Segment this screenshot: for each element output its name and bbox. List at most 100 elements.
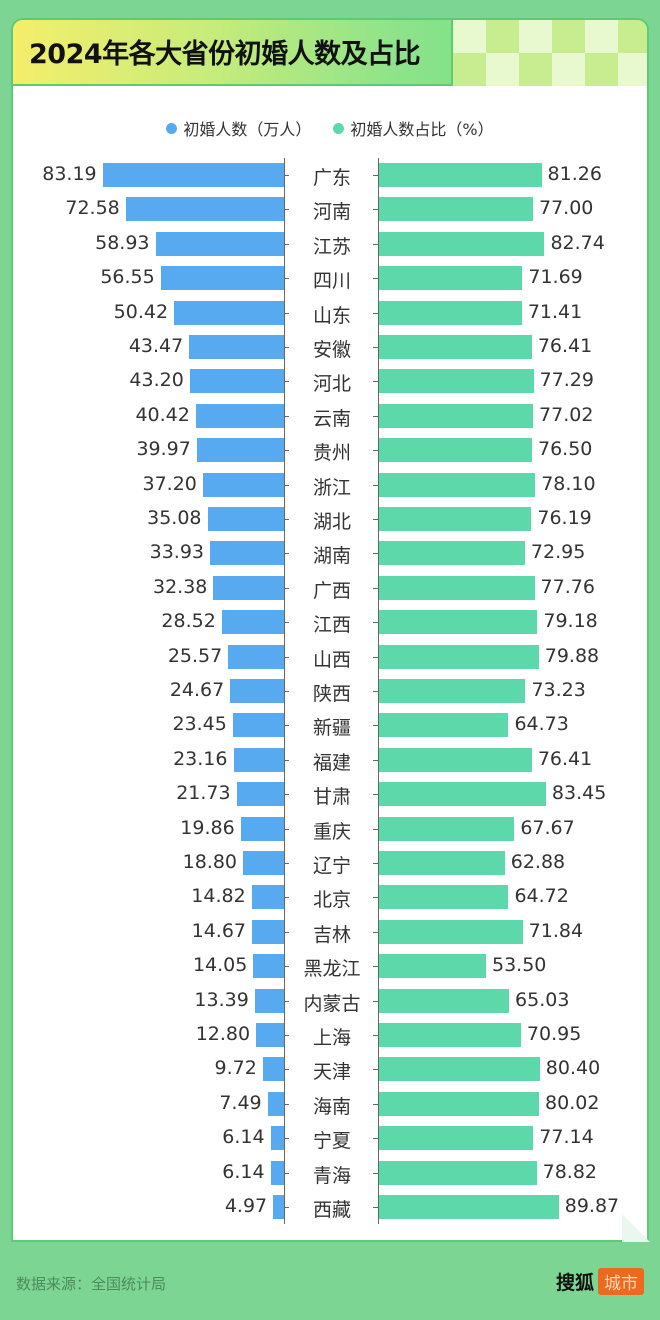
axis-tick bbox=[373, 415, 378, 417]
ratio-bar bbox=[379, 610, 538, 635]
legend-label: 初婚人数占比（%） bbox=[350, 120, 494, 139]
ratio-label: 76.41 bbox=[537, 747, 593, 770]
axis-tick bbox=[373, 691, 378, 692]
axis-tick bbox=[284, 381, 289, 383]
legend-item-ratio: 初婚人数占比（%） bbox=[333, 116, 494, 140]
count-bar bbox=[207, 507, 284, 531]
ratio-label: 78.82 bbox=[542, 1160, 598, 1183]
count-label: 72.58 bbox=[65, 197, 120, 220]
axis-tick bbox=[373, 828, 378, 830]
ratio-label: 78.10 bbox=[541, 472, 596, 495]
province-label: 山西 bbox=[312, 648, 351, 671]
ratio-bar bbox=[379, 988, 510, 1013]
count-bar bbox=[253, 954, 284, 979]
ratio-label: 77.29 bbox=[539, 369, 594, 392]
count-bar bbox=[195, 403, 284, 428]
ratio-bar bbox=[379, 1091, 540, 1116]
count-bar bbox=[251, 885, 284, 910]
ratio-bar bbox=[379, 575, 535, 600]
ratio-label: 77.76 bbox=[540, 575, 595, 598]
axis-tick bbox=[373, 759, 378, 761]
count-label: 39.97 bbox=[136, 438, 191, 461]
axis-tick bbox=[284, 931, 289, 933]
ratio-label: 83.45 bbox=[551, 782, 607, 805]
table-row: 23.16 福建 76.41 bbox=[13, 743, 647, 777]
count-label: 43.47 bbox=[128, 335, 184, 357]
count-label: 40.42 bbox=[135, 403, 190, 426]
count-label: 9.72 bbox=[214, 1057, 257, 1080]
table-row: 19.86 重庆 67.67 bbox=[13, 812, 647, 846]
axis-tick bbox=[373, 1035, 378, 1036]
count-bar bbox=[196, 438, 284, 463]
province-label: 甘肃 bbox=[312, 786, 351, 809]
axis-tick bbox=[284, 347, 289, 348]
axis-tick bbox=[373, 381, 378, 383]
axis-tick bbox=[284, 966, 289, 968]
province-label: 内蒙古 bbox=[303, 992, 361, 1015]
count-bar bbox=[270, 1126, 284, 1151]
table-row: 43.47 安徽 76.41 bbox=[13, 330, 647, 364]
ratio-bar bbox=[379, 335, 532, 359]
legend-item-count: 初婚人数（万人） bbox=[166, 116, 311, 140]
table-row: 25.57 山西 79.88 bbox=[13, 640, 647, 674]
table-row: 40.42 云南 77.02 bbox=[13, 399, 647, 433]
count-bar bbox=[252, 919, 284, 944]
count-bar bbox=[240, 816, 284, 841]
ratio-label: 79.18 bbox=[543, 610, 598, 633]
axis-tick bbox=[373, 622, 378, 624]
province-label: 河北 bbox=[312, 373, 351, 396]
axis-tick bbox=[284, 759, 289, 761]
count-bar bbox=[213, 575, 284, 600]
count-label: 58.93 bbox=[95, 231, 150, 254]
ratio-label: 80.40 bbox=[545, 1057, 601, 1080]
ratio-label: 81.26 bbox=[547, 163, 602, 185]
logo-badge: 城市 bbox=[598, 1268, 644, 1295]
ratio-bar bbox=[379, 954, 486, 979]
count-label: 33.93 bbox=[149, 541, 205, 564]
count-bar bbox=[125, 197, 284, 222]
axis-tick bbox=[284, 278, 289, 280]
ratio-bar bbox=[379, 782, 546, 807]
axis-tick bbox=[284, 553, 289, 555]
ratio-bar bbox=[379, 816, 515, 841]
axis-tick bbox=[373, 278, 378, 280]
count-label: 56.55 bbox=[100, 266, 155, 289]
ratio-label: 82.74 bbox=[550, 231, 605, 254]
province-label: 广东 bbox=[312, 167, 351, 189]
province-label: 新疆 bbox=[312, 717, 351, 740]
axis-tick bbox=[373, 1103, 378, 1105]
count-bar bbox=[256, 1023, 284, 1047]
axis-tick bbox=[284, 1103, 289, 1105]
count-label: 21.73 bbox=[176, 782, 231, 805]
axis-tick bbox=[373, 175, 378, 176]
count-bar bbox=[174, 300, 284, 325]
title-banner: 2024年各大省份初婚人数及占比 bbox=[13, 20, 647, 86]
count-bar bbox=[155, 231, 284, 256]
count-label: 6.14 bbox=[222, 1160, 265, 1183]
count-bar bbox=[273, 1195, 284, 1219]
ratio-label: 72.95 bbox=[530, 541, 586, 564]
ratio-label: 70.95 bbox=[526, 1023, 582, 1045]
ratio-bar bbox=[379, 679, 526, 703]
count-label: 14.82 bbox=[191, 885, 246, 908]
ratio-label: 71.69 bbox=[528, 266, 583, 289]
count-label: 24.67 bbox=[169, 679, 225, 701]
province-label: 宁夏 bbox=[312, 1130, 351, 1153]
axis-tick bbox=[284, 622, 289, 624]
ratio-label: 77.14 bbox=[539, 1126, 594, 1149]
axis-tick bbox=[373, 553, 378, 555]
count-label: 6.14 bbox=[222, 1126, 265, 1149]
province-label: 黑龙江 bbox=[303, 958, 361, 981]
axis-tick bbox=[284, 587, 289, 589]
count-label: 28.52 bbox=[161, 610, 216, 633]
count-bar bbox=[160, 266, 284, 291]
ratio-bar bbox=[379, 403, 534, 428]
ratio-label: 73.23 bbox=[531, 679, 586, 701]
green-dot-icon bbox=[333, 122, 345, 134]
table-row: 6.14 宁夏 77.14 bbox=[13, 1121, 647, 1155]
count-label: 12.80 bbox=[195, 1023, 251, 1045]
province-label: 四川 bbox=[312, 270, 351, 293]
ratio-label: 77.00 bbox=[539, 197, 594, 220]
axis-tick bbox=[373, 243, 378, 245]
count-bar bbox=[254, 988, 284, 1013]
